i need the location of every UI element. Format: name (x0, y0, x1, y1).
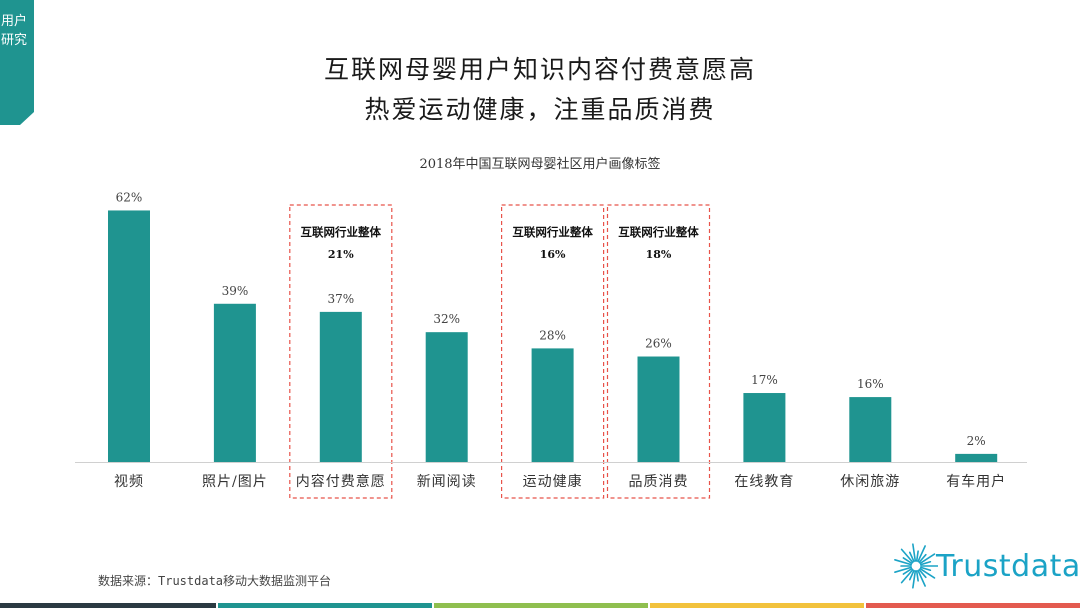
data-label: 28% (539, 328, 566, 342)
side-tab: 用户研究 (0, 0, 34, 125)
data-label: 62% (116, 190, 143, 204)
data-label: 2% (967, 434, 986, 448)
chart-title: 2018年中国互联网母婴社区用户画像标签 (419, 157, 661, 172)
bar (955, 453, 998, 462)
data-label: 32% (433, 312, 460, 326)
highlight-value: 21% (328, 248, 354, 261)
footer-segment (866, 603, 1080, 608)
footer-segment (434, 603, 648, 608)
trustdata-logo: Trustdata (892, 536, 1080, 596)
side-tab-label: 用户研究 (0, 14, 27, 48)
footer-segment (650, 603, 864, 608)
bar-chart: 互联网行业整体 21% 互联网行业整体 16% 互联网行业整体 18% 62% 视频 39% 照片… (75, 190, 1027, 499)
highlight-box (501, 204, 605, 499)
x-tick-label: 在线教育 (734, 474, 794, 490)
source-note: 数据来源：Trustdata移动大数据监测平台 (98, 574, 332, 588)
x-tick-label: 有车用户 (946, 473, 1006, 490)
bar (319, 311, 362, 462)
data-label: 16% (857, 377, 884, 391)
footer-segment (0, 603, 216, 608)
data-label: 26% (645, 337, 672, 351)
x-tick-label: 休闲旅游 (840, 474, 900, 490)
bar (108, 210, 150, 462)
highlight-box (289, 204, 393, 499)
x-tick-label: 照片/图片 (202, 474, 268, 490)
footer-segment (218, 603, 432, 608)
bar (743, 393, 786, 462)
x-tick-label: 内容付费意愿 (296, 473, 386, 490)
page-title-line1: 互联网母婴用户知识内容付费意愿高 (323, 55, 756, 84)
highlight-box (606, 204, 711, 499)
page-title-line2: 热爱运动健康，注重品质消费 (364, 95, 716, 124)
bar (637, 356, 680, 462)
side-tab-shape (0, 0, 34, 125)
x-tick-label: 视频 (114, 474, 144, 490)
highlight-label: 互联网行业整体 (618, 225, 699, 239)
bar (213, 303, 256, 462)
x-tick-label: 品质消费 (629, 474, 689, 490)
highlight-value: 18% (646, 248, 672, 261)
data-label: 39% (222, 284, 249, 298)
highlight-label: 互联网行业整体 (301, 225, 382, 239)
data-label: 37% (327, 292, 354, 306)
highlight-label: 互联网行业整体 (512, 225, 593, 239)
x-tick-label: 新闻阅读 (417, 473, 477, 490)
bar (425, 332, 468, 462)
data-label: 17% (751, 373, 778, 387)
bar (531, 348, 574, 462)
x-tick-label: 运动健康 (523, 473, 583, 490)
highlight-value: 16% (540, 248, 566, 261)
logo-text: Trustdata (936, 549, 1080, 584)
bar (849, 397, 892, 462)
sunburst-icon (894, 543, 938, 589)
